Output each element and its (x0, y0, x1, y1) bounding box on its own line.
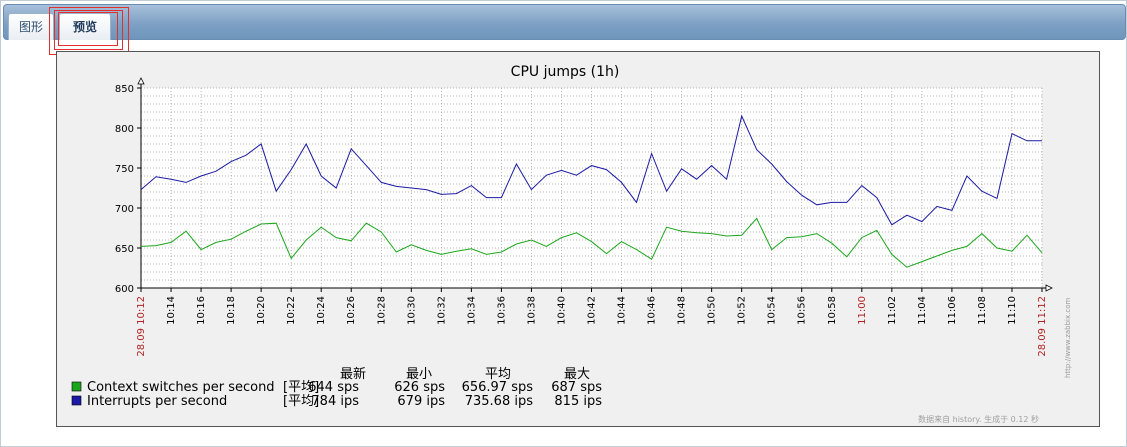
watermark: http://www.zabbix.com (1064, 298, 1072, 378)
y-axis-arrow (137, 77, 145, 85)
legend-last-context-switches: 644 sps (308, 380, 359, 395)
x-tick-label: 10:46 (647, 296, 658, 325)
legend-agg-interrupts: [平均] (283, 394, 319, 409)
x-tick-label: 10:56 (797, 296, 808, 325)
x-tick-label: 10:42 (587, 296, 598, 325)
legend: 最新 最小 平均 最大 Context switches per second … (71, 366, 602, 409)
x-tick-label: 11:10 (1007, 296, 1018, 325)
x-tick-label: 11:04 (917, 296, 928, 325)
x-tick-label: 10:54 (767, 296, 778, 325)
y-tick-label: 700 (115, 204, 134, 215)
x-tick-label: 10:14 (166, 296, 177, 325)
x-tick-label: 11:00 (857, 296, 868, 325)
axes (137, 77, 1053, 292)
legend-swatch-context-switches (71, 381, 82, 392)
legend-avg-interrupts: 735.68 ips (465, 394, 533, 409)
x-tick-label: 10:28 (376, 296, 387, 325)
graph-footer: 数据来自 history. 生成于 0.12 秒 (918, 414, 1039, 424)
tab-graph[interactable]: 图形 (8, 13, 54, 40)
x-tick-label: 10:40 (556, 296, 567, 325)
y-axis-ticks: 600 650 700 750 800 850 (115, 84, 141, 295)
x-tick-label: 10:24 (316, 296, 327, 325)
legend-header-last: 最新 (340, 366, 366, 382)
x-tick-label: 11:08 (977, 296, 988, 325)
x-tick-label: 28.09 11:12 (1037, 296, 1048, 357)
x-tick-label: 10:32 (436, 296, 447, 325)
legend-agg-context-switches: [平均] (283, 380, 319, 395)
legend-swatch-interrupts (71, 395, 82, 406)
y-tick-label: 800 (115, 124, 134, 135)
x-tick-label: 10:30 (406, 296, 417, 325)
legend-header-avg: 平均 (485, 367, 511, 382)
series-lines (140, 114, 1043, 268)
legend-header-max: 最大 (564, 367, 590, 382)
graph-panel: CPU jumps (1h) 600 650 700 750 800 850 28.09 … (56, 51, 1100, 427)
x-tick-label: 10:22 (286, 296, 297, 325)
tab-bar: 图形 预览 (3, 4, 1126, 40)
x-tick-label: 10:52 (737, 296, 748, 325)
series-line-interrupts-per-second (140, 114, 1042, 226)
legend-name-context-switches: Context switches per second (87, 380, 275, 395)
legend-min-context-switches: 626 sps (394, 380, 445, 395)
x-tick-label: 10:16 (196, 296, 207, 325)
graph-title: CPU jumps (1h) (511, 64, 620, 80)
y-tick-label: 600 (115, 284, 134, 295)
x-tick-label: 10:58 (827, 296, 838, 325)
x-tick-label: 11:02 (887, 296, 898, 325)
legend-name-interrupts: Interrupts per second (87, 394, 227, 409)
x-tick-label: 10:26 (346, 296, 357, 325)
tab-preview[interactable]: 预览 (59, 13, 111, 40)
x-tick-label: 10:18 (226, 296, 237, 325)
legend-header-min: 最小 (406, 367, 432, 382)
grid (140, 87, 1043, 289)
x-tick-label: 10:44 (617, 296, 628, 325)
legend-min-interrupts: 679 ips (397, 394, 445, 409)
x-tick-label: 11:06 (947, 296, 958, 325)
legend-max-context-switches: 687 sps (551, 380, 602, 395)
x-axis-ticks: 28.09 10:12 10:14 10:16 10:18 10:20 10:22 10:2… (136, 288, 1048, 357)
x-tick-label: 10:20 (256, 296, 267, 325)
x-tick-label: 10:34 (466, 296, 477, 325)
x-axis-arrow (1045, 284, 1053, 292)
y-tick-label: 750 (115, 164, 134, 175)
y-tick-label: 650 (115, 244, 134, 255)
x-tick-label: 10:38 (526, 296, 537, 325)
legend-avg-context-switches: 656.97 sps (462, 380, 534, 395)
y-tick-label: 850 (115, 84, 134, 95)
series-line-context-switches-per-second (140, 217, 1043, 268)
x-tick-label: 28.09 10:12 (136, 296, 147, 357)
legend-max-interrupts: 815 ips (554, 394, 602, 409)
graph-canvas: CPU jumps (1h) 600 650 700 750 800 850 28.09 … (71, 64, 1072, 424)
x-tick-label: 10:48 (677, 296, 688, 325)
x-tick-label: 10:36 (496, 296, 507, 325)
legend-last-interrupts: 784 ips (311, 394, 359, 409)
x-tick-label: 10:50 (707, 296, 718, 325)
